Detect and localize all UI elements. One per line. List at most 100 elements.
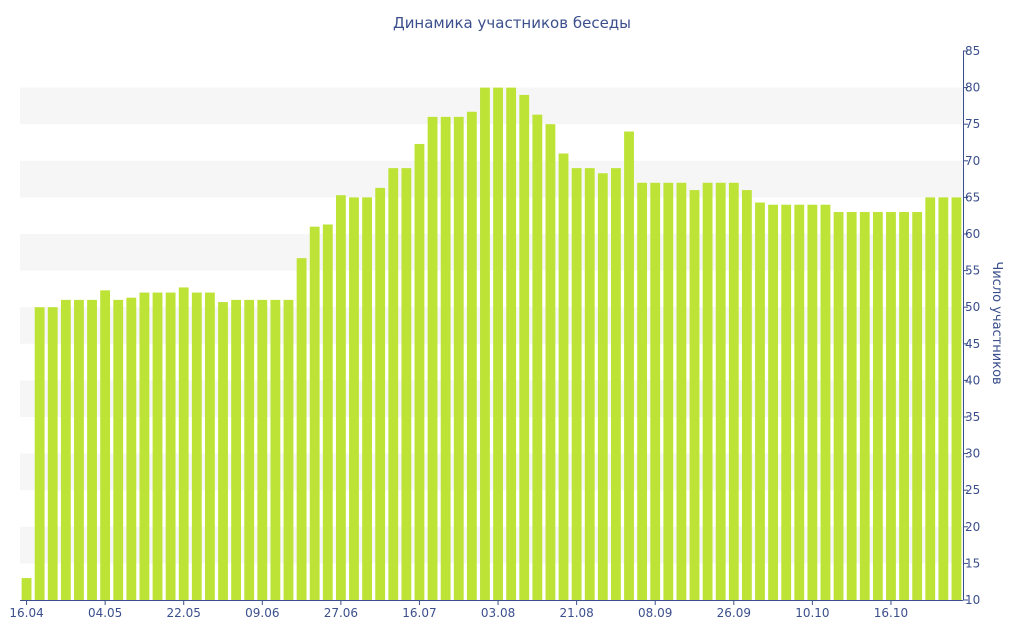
bar — [244, 299, 255, 600]
bar — [231, 299, 242, 600]
x-tick-label: 26.09 — [717, 606, 751, 620]
bar — [47, 307, 58, 600]
bar — [375, 187, 386, 600]
bar — [886, 212, 896, 601]
y-axis: 10 15 20 25 30 35 40 45 50 55 60 65 70 75 80 85 — [963, 44, 980, 607]
bar — [414, 143, 425, 600]
y-tick-label: 20 — [965, 520, 980, 534]
y-tick-label: 60 — [965, 227, 980, 241]
bar — [689, 190, 700, 600]
bar — [270, 299, 281, 600]
grid-band — [20, 453, 963, 491]
y-tick-label: 15 — [965, 556, 980, 570]
bar — [794, 204, 805, 600]
bar — [519, 94, 530, 601]
x-axis: 16.04 04.05 22.05 09.06 27.06 16.07 03.08 21.08… — [9, 600, 963, 620]
bar — [912, 212, 923, 601]
bar — [872, 212, 883, 601]
bar — [807, 204, 818, 600]
y-tick-label: 40 — [965, 373, 980, 387]
bar — [309, 226, 320, 600]
bar — [951, 197, 962, 600]
y-tick-label: 35 — [965, 410, 980, 424]
grid-band — [20, 380, 963, 417]
bar — [597, 173, 608, 601]
y-tick-label: 45 — [965, 337, 980, 351]
y-tick-label: 75 — [965, 117, 980, 131]
bar — [427, 116, 438, 600]
x-tick-label: 22.05 — [167, 606, 201, 620]
x-tick-label: 08.09 — [638, 606, 672, 620]
bar — [532, 114, 543, 601]
bar — [34, 307, 45, 600]
bar — [480, 87, 490, 601]
bar — [637, 182, 648, 600]
bar — [283, 299, 294, 600]
bar — [440, 116, 451, 600]
grid-band — [20, 234, 963, 271]
x-tick-label: 16.07 — [402, 606, 436, 620]
bar — [584, 168, 595, 600]
bar — [558, 153, 569, 601]
x-tick-label: 27.06 — [324, 606, 358, 620]
grid-band — [20, 87, 963, 125]
chart-title: Динамика участников беседы — [392, 14, 632, 32]
bar — [938, 197, 949, 600]
x-tick-label: 03.08 — [481, 606, 515, 620]
bar — [820, 204, 831, 600]
y-tick-label: 25 — [965, 483, 980, 497]
bar — [624, 131, 634, 600]
x-tick-label: 16.10 — [874, 606, 908, 620]
bar — [493, 87, 503, 601]
bar — [152, 292, 163, 600]
bar — [846, 212, 857, 601]
bar — [755, 202, 765, 600]
bar — [702, 182, 713, 600]
x-tick-label: 10.10 — [795, 606, 829, 620]
bar — [650, 182, 661, 600]
bar — [833, 212, 844, 601]
bar — [21, 578, 32, 600]
bar — [191, 292, 202, 600]
bar — [571, 168, 582, 600]
y-tick-label: 30 — [965, 447, 980, 461]
bar — [296, 258, 307, 600]
bar — [257, 299, 268, 600]
y-tick-label: 70 — [965, 154, 980, 168]
bar — [611, 168, 621, 600]
bar — [60, 299, 71, 600]
bar — [401, 168, 412, 600]
y-tick-label: 10 — [965, 593, 980, 607]
x-tick-label: 21.08 — [559, 606, 593, 620]
bar — [178, 287, 189, 600]
bar — [545, 124, 556, 600]
y-tick-label: 65 — [965, 190, 980, 204]
y-axis-title: Число участников — [989, 261, 1004, 384]
bar — [362, 197, 372, 600]
bar — [100, 290, 111, 600]
bar — [74, 299, 84, 600]
bar — [139, 292, 150, 600]
bar — [728, 182, 739, 600]
bar — [715, 182, 726, 600]
y-tick-label: 80 — [965, 81, 980, 95]
bar — [113, 299, 124, 600]
bar — [388, 168, 399, 600]
grid-band — [20, 160, 963, 198]
bar — [335, 195, 346, 600]
bar — [87, 299, 97, 600]
bar — [781, 204, 792, 600]
x-tick-label: 16.04 — [9, 606, 43, 620]
bar — [349, 197, 359, 600]
x-tick-label: 04.05 — [88, 606, 122, 620]
grid-band — [20, 307, 963, 344]
bar — [663, 182, 674, 600]
bar — [453, 116, 464, 600]
bar — [205, 292, 215, 600]
y-tick-label: 85 — [965, 44, 980, 58]
bar — [676, 182, 687, 600]
bar — [899, 212, 909, 601]
y-tick-label: 55 — [965, 264, 980, 278]
grid-band — [20, 526, 963, 564]
